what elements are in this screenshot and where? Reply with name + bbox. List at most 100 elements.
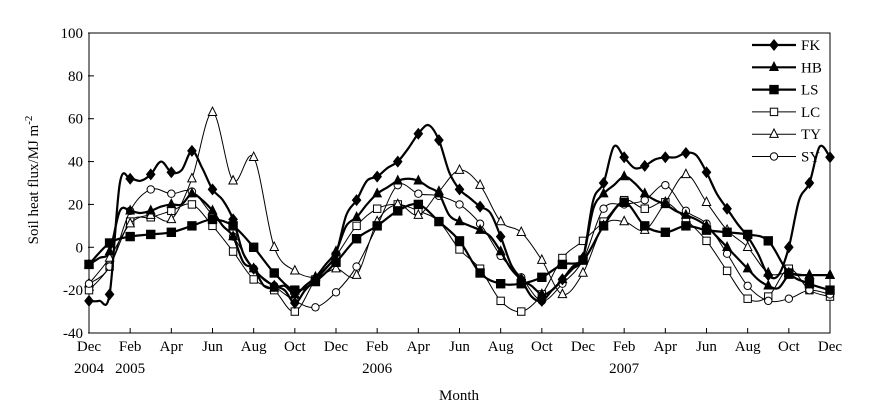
data-point-hb	[680, 208, 691, 219]
x-tick-label: Dec	[77, 339, 101, 355]
data-point-ty	[516, 225, 527, 236]
y-tick-label: 20	[68, 197, 83, 213]
data-point-ty	[289, 264, 300, 275]
data-point-ls	[393, 206, 403, 216]
data-point-fk	[145, 168, 156, 181]
y-tick-label: 100	[61, 26, 84, 42]
data-point-sy	[599, 204, 608, 213]
data-point-ty	[413, 208, 424, 219]
data-point-fk	[783, 241, 794, 254]
data-point-ls	[434, 216, 444, 227]
data-point-hb	[372, 187, 383, 198]
data-point-ty	[680, 168, 691, 179]
data-point-hb	[433, 187, 444, 198]
data-point-sy	[640, 195, 649, 205]
data-point-ls	[84, 259, 94, 270]
data-point-hb	[598, 187, 609, 198]
data-point-hb	[763, 279, 774, 290]
legend-marker-ty	[768, 127, 780, 138]
x-tick-label: Jun	[696, 339, 717, 355]
y-tick-label: -20	[63, 283, 83, 299]
data-point-fk	[392, 155, 403, 168]
legend-label-sy: SY	[801, 150, 820, 166]
series-layer	[83, 105, 836, 316]
data-point-hb	[186, 187, 197, 198]
legend-marker-fk	[769, 39, 779, 51]
data-point-fk	[207, 183, 218, 196]
data-point-fk	[166, 166, 177, 179]
data-point-lc	[743, 294, 752, 303]
data-point-fk	[536, 294, 547, 307]
data-point-hb	[330, 245, 342, 256]
data-point-lc	[722, 266, 732, 276]
legend-marker-hb	[768, 60, 780, 71]
y-axis: -40 -20 0 20 40 60 80 100	[61, 26, 94, 342]
data-point-lc	[517, 307, 526, 316]
data-point-sy	[311, 303, 320, 312]
data-point-hb	[269, 281, 280, 292]
data-point-fk	[639, 159, 650, 172]
data-point-hb	[536, 288, 547, 299]
data-point-ls	[372, 221, 382, 231]
data-point-ls	[187, 221, 197, 231]
data-point-hb	[248, 262, 259, 273]
data-point-fk	[475, 200, 485, 213]
x-axis-title: Month	[439, 388, 480, 404]
data-point-sy	[167, 189, 176, 198]
data-point-fk	[289, 297, 300, 309]
data-point-fk	[187, 144, 197, 157]
data-point-sy	[661, 180, 670, 190]
data-point-ty	[454, 163, 465, 174]
data-point-ty	[330, 262, 342, 273]
data-point-lc	[372, 204, 382, 213]
data-point-hb	[475, 223, 486, 234]
y-tick-label: 80	[68, 69, 83, 85]
data-point-ls	[681, 221, 691, 231]
data-point-ls	[290, 285, 300, 295]
x-year-label: 2004	[74, 361, 105, 377]
data-point-fk	[660, 151, 671, 164]
x-tick-label: Aug	[488, 339, 514, 355]
data-point-fk	[351, 194, 362, 207]
data-point-fk	[825, 151, 835, 164]
data-point-ls	[660, 227, 671, 237]
data-point-ty	[248, 150, 259, 161]
data-point-ty	[577, 266, 589, 277]
data-point-hb	[413, 174, 424, 185]
x-tick-label: Apr	[160, 339, 183, 355]
series-lc	[84, 195, 835, 316]
legend-item-sy: SY	[752, 150, 820, 166]
data-point-ty	[557, 288, 568, 299]
data-point-ls	[701, 225, 712, 235]
data-point-ls	[804, 279, 815, 289]
data-point-hb	[207, 204, 218, 215]
data-point-hb	[557, 273, 568, 284]
data-point-hb	[125, 204, 136, 215]
x-year-label: 2006	[362, 361, 393, 377]
data-point-ls	[228, 221, 238, 231]
data-point-fk	[701, 166, 712, 179]
data-point-hb	[495, 245, 506, 256]
data-point-sy	[784, 294, 794, 303]
x-tick-label: Feb	[119, 339, 142, 355]
data-point-hb	[166, 198, 177, 209]
data-point-hb	[660, 198, 671, 209]
data-point-ls	[640, 221, 650, 231]
data-point-hb	[228, 230, 239, 241]
x-tick-label: Oct	[778, 339, 800, 355]
data-point-ls	[310, 276, 321, 287]
x-tick-label: Dec	[324, 339, 348, 355]
x-tick-label: Dec	[571, 339, 595, 355]
data-point-lc	[455, 245, 464, 254]
data-point-lc	[228, 247, 238, 256]
x-axis: Dec Feb Apr Jun Aug Oct Dec Feb Apr Jun Aug Oct Dec F…	[74, 328, 842, 377]
y-tick-label: 60	[68, 112, 83, 128]
data-point-fk	[125, 172, 136, 185]
data-point-ls	[557, 259, 568, 270]
data-point-ty	[269, 240, 280, 251]
series-ls	[84, 197, 835, 295]
data-point-ls	[146, 229, 156, 240]
data-point-fk	[372, 170, 383, 183]
legend-label-fk: FK	[801, 38, 820, 54]
data-point-ls	[495, 279, 506, 289]
